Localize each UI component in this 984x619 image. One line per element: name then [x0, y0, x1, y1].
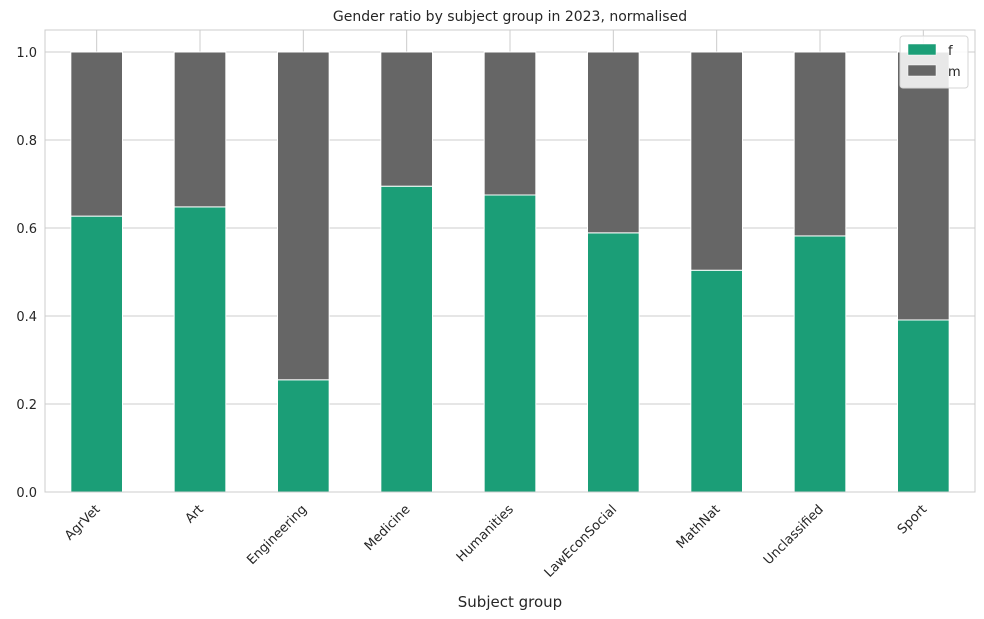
legend-swatch-f	[907, 43, 937, 56]
bar-f-LawEconSocial	[587, 232, 640, 493]
bar-m-Art	[173, 51, 227, 208]
x-tick-label: Art	[183, 502, 207, 526]
bar-f-MathNat	[690, 269, 743, 493]
bar-f-Humanities	[483, 194, 537, 493]
bar-m-Sport	[897, 51, 950, 321]
x-axis-label: Subject group	[458, 593, 562, 611]
x-tick-label: Medicine	[362, 502, 414, 554]
bar-f-Medicine	[380, 185, 434, 493]
bar-m-Engineering	[277, 51, 330, 381]
y-tick-label: 1.0	[16, 46, 37, 61]
y-tick-label: 0.0	[16, 486, 37, 501]
bar-f-Sport	[897, 319, 950, 493]
x-tick-label: MathNat	[674, 502, 724, 552]
x-axis: AgrVet Art Engineering Medicine Humanities La…	[62, 502, 930, 581]
bar-m-Medicine	[380, 51, 434, 187]
bar-m-AgrVet	[70, 51, 124, 217]
bar-m-LawEconSocial	[587, 51, 640, 234]
x-tick-label: Sport	[895, 502, 930, 537]
bar-f-Art	[173, 206, 227, 493]
legend-swatch-m	[907, 64, 937, 77]
x-tick-label: AgrVet	[62, 502, 103, 543]
bars	[70, 51, 950, 493]
x-tick-label: LawEconSocial	[542, 502, 620, 580]
y-axis: 0.0 0.2 0.4 0.6 0.8 1.0	[16, 46, 37, 501]
plot-frame	[44, 29, 976, 493]
bar-m-Unclassified	[793, 51, 847, 237]
legend: fm	[899, 35, 969, 89]
legend-label-m: m	[948, 65, 961, 80]
legend-label-f: f	[948, 44, 953, 59]
y-tick-label: 0.2	[16, 398, 37, 413]
y-tick-label: 0.6	[16, 222, 37, 237]
bar-f-Unclassified	[793, 235, 847, 493]
chart-title: Gender ratio by subject group in 2023, n…	[333, 9, 687, 25]
y-tick-label: 0.4	[16, 310, 37, 325]
bar-f-Engineering	[277, 379, 330, 493]
bar-m-MathNat	[690, 51, 743, 271]
x-tick-label: Humanities	[454, 502, 517, 565]
y-tick-label: 0.8	[16, 134, 37, 149]
bar-m-Humanities	[483, 51, 537, 196]
x-tick-label: Unclassified	[761, 502, 827, 568]
x-tick-label: Engineering	[244, 502, 310, 568]
bar-f-AgrVet	[70, 215, 124, 493]
